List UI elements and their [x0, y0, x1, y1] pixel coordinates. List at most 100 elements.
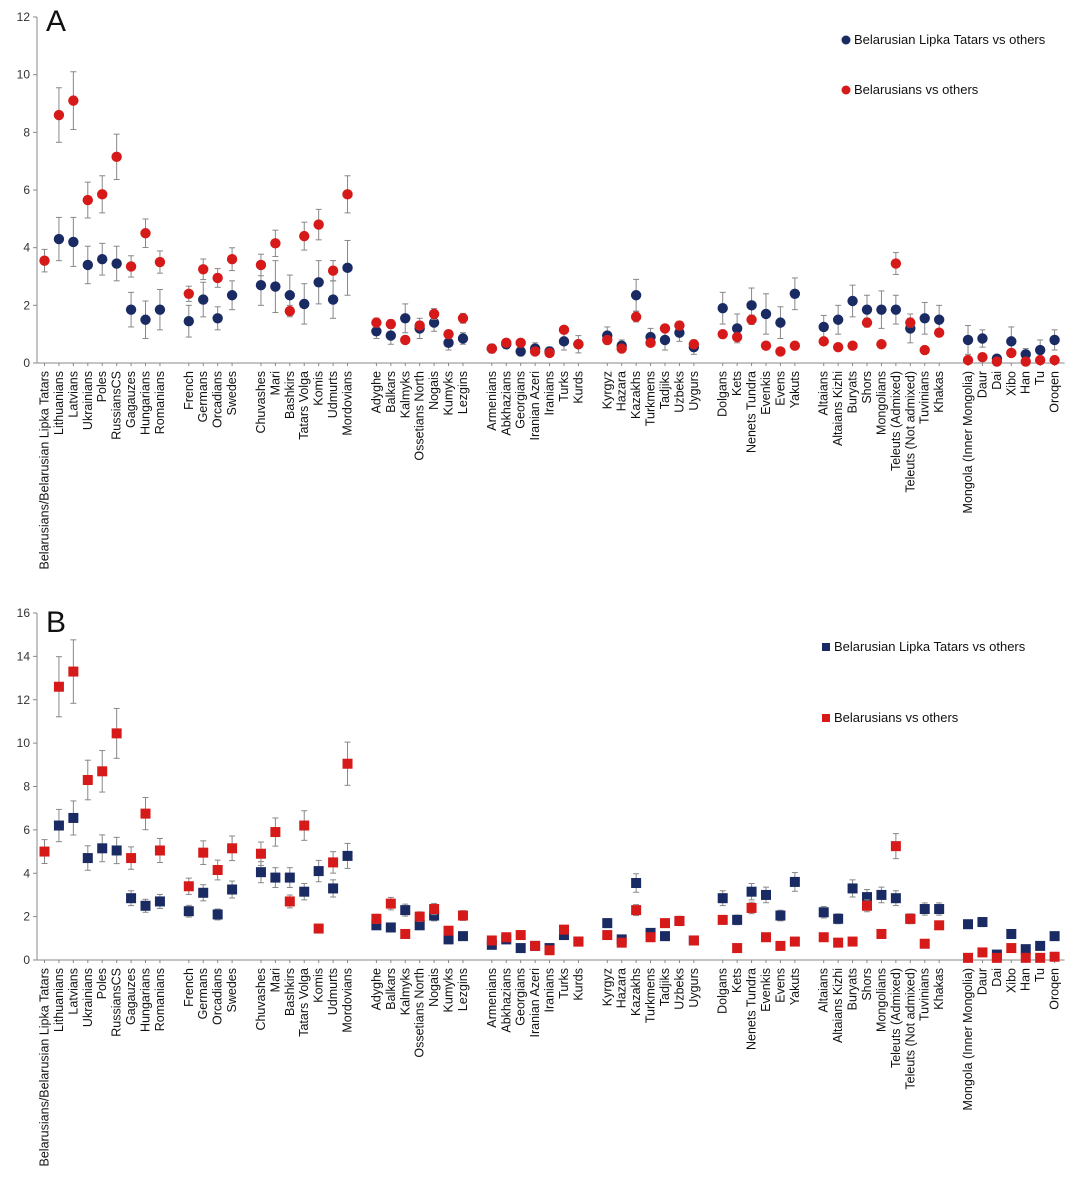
x-tick-label: Gagauzes	[124, 371, 138, 428]
x-tick-label: Oroqen	[1048, 371, 1062, 413]
x-tick-label: Germans	[196, 968, 210, 1019]
x-tick-label: Khakas	[932, 968, 946, 1010]
y-tick-label: 2	[23, 910, 30, 924]
data-point	[54, 821, 64, 831]
data-point	[761, 932, 771, 942]
y-tick-label: 12	[17, 10, 31, 24]
data-point	[386, 922, 396, 932]
data-point	[732, 943, 742, 953]
data-point	[54, 110, 64, 120]
x-tick-label: Mongolians	[874, 968, 888, 1032]
data-point	[819, 322, 829, 332]
x-tick-label: Hungarians	[139, 968, 153, 1032]
data-point	[775, 346, 785, 356]
x-tick-label: Daur	[975, 371, 989, 398]
data-point	[184, 316, 194, 326]
data-point	[400, 905, 410, 915]
x-tick-label: Mari	[268, 968, 282, 992]
x-tick-label: Tadjiks	[658, 371, 672, 409]
data-point	[876, 339, 886, 349]
data-point	[299, 887, 309, 897]
data-point	[1035, 941, 1045, 951]
data-point	[920, 939, 930, 949]
data-point	[876, 929, 886, 939]
data-point	[862, 304, 872, 314]
data-point	[559, 325, 569, 335]
x-tick-label: Swedes	[225, 371, 239, 415]
data-point	[83, 260, 93, 270]
data-point	[313, 219, 323, 229]
x-tick-label: Uzbeks	[672, 968, 686, 1010]
data-point	[847, 341, 857, 351]
data-point	[862, 901, 872, 911]
data-point	[545, 945, 555, 955]
x-tick-label: Kurds	[571, 371, 585, 404]
x-tick-label: Udmurts	[326, 968, 340, 1015]
data-point	[184, 881, 194, 891]
data-point	[227, 254, 237, 264]
x-tick-label: Uygurs	[687, 371, 701, 411]
data-point	[1021, 356, 1031, 366]
x-tick-label: Evenkis	[759, 371, 773, 415]
data-point	[256, 849, 266, 859]
x-tick-label: Dolgans	[716, 371, 730, 417]
data-point	[515, 338, 525, 348]
data-point	[227, 290, 237, 300]
data-point	[761, 309, 771, 319]
data-point	[746, 300, 756, 310]
data-point	[891, 841, 901, 851]
data-point	[227, 885, 237, 895]
x-tick-label: Kalmyks	[398, 371, 412, 418]
data-point	[314, 924, 324, 934]
data-point	[313, 277, 323, 287]
x-tick-label: RussiansCS	[110, 371, 124, 440]
data-point	[747, 887, 757, 897]
data-point	[155, 845, 165, 855]
x-tick-label: Xibo	[1004, 968, 1018, 993]
data-point	[833, 315, 843, 325]
x-tick-label: Mari	[268, 371, 282, 395]
data-point	[443, 329, 453, 339]
data-point	[270, 873, 280, 883]
x-tick-label: Lezgins	[456, 968, 470, 1011]
x-tick-label: French	[182, 371, 196, 410]
data-point	[718, 329, 728, 339]
data-point	[1021, 944, 1031, 954]
data-point	[602, 930, 612, 940]
data-point	[213, 909, 223, 919]
x-tick-label: Georgians	[514, 968, 528, 1026]
x-tick-label: Daur	[975, 968, 989, 995]
y-tick-label: 10	[17, 736, 31, 750]
data-point	[920, 345, 930, 355]
data-point	[83, 775, 93, 785]
data-point	[458, 911, 468, 921]
data-point	[415, 912, 425, 922]
data-point	[112, 845, 122, 855]
y-tick-label: 0	[23, 356, 30, 370]
x-tick-label: Tuvinians	[918, 968, 932, 1021]
data-point	[299, 821, 309, 831]
y-tick-label: 6	[23, 183, 30, 197]
x-tick-label: Uzbeks	[672, 371, 686, 413]
data-point	[285, 896, 295, 906]
x-tick-label: Nenets Tundra	[745, 371, 759, 453]
x-tick-label: Iranian Azeri	[528, 968, 542, 1037]
panel-letter-a: A	[46, 5, 66, 38]
data-point	[1049, 335, 1059, 345]
data-point	[631, 312, 641, 322]
x-tick-label: Mongolians	[874, 371, 888, 435]
data-point	[371, 317, 381, 327]
data-point	[414, 320, 424, 330]
data-point	[400, 929, 410, 939]
data-point	[112, 728, 122, 738]
x-tick-label: Khakas	[932, 371, 946, 413]
data-point	[660, 918, 670, 928]
data-point	[328, 857, 338, 867]
y-tick-label: 0	[23, 953, 30, 967]
data-point	[444, 926, 454, 936]
data-point	[299, 231, 309, 241]
x-tick-label: Georgians	[514, 371, 528, 429]
x-tick-label: Orcadians	[211, 968, 225, 1025]
x-tick-label: Latvians	[66, 968, 80, 1015]
chart-panel-a: A 0 2 4 6 8 10 12 Belarusians/Belarusian Lipka …	[17, 5, 1065, 570]
